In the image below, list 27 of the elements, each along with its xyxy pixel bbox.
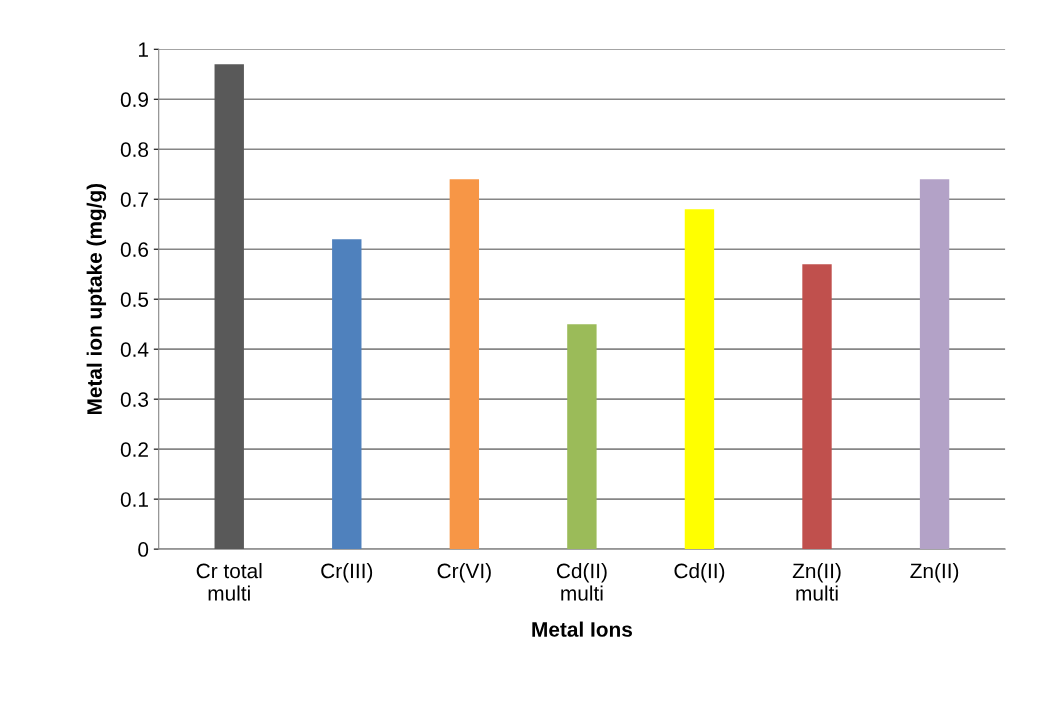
y-tick-label: 0.3 <box>120 392 149 407</box>
y-tick-label: 0.6 <box>120 242 149 257</box>
bar <box>449 179 480 550</box>
y-tick-label: 0.8 <box>120 142 149 157</box>
x-tick-label: Zn(II) multi <box>792 563 841 601</box>
y-tick-label: 0.4 <box>120 342 149 357</box>
x-tick-label: Cd(II) <box>674 563 725 583</box>
y-tick-label: 0.5 <box>120 292 149 307</box>
bar <box>684 209 715 550</box>
bar <box>214 64 244 550</box>
y-tick-label: 1 <box>138 42 148 57</box>
x-tick-label: Cr total multi <box>196 563 262 601</box>
x-tick-label: Cr(VI) <box>437 563 491 583</box>
bar <box>919 179 950 550</box>
bar <box>332 239 362 550</box>
y-tick-label: 0.7 <box>120 192 148 207</box>
y-tick-label: 0.1 <box>120 492 148 507</box>
x-axis-title: Metal Ions <box>532 621 632 637</box>
x-tick-label: Cd(II) multi <box>556 563 607 601</box>
y-tick-label: 0 <box>138 542 149 557</box>
x-tick-label: Zn(II) <box>910 563 959 583</box>
bar <box>802 264 832 550</box>
y-tick-label: 0.2 <box>120 442 148 457</box>
x-tick-label: Cr(III) <box>321 563 373 583</box>
bar <box>567 324 597 550</box>
y-axis-title: Metal ion uptake (mg/g) <box>86 183 107 415</box>
y-tick-label: 0.9 <box>120 92 148 108</box>
